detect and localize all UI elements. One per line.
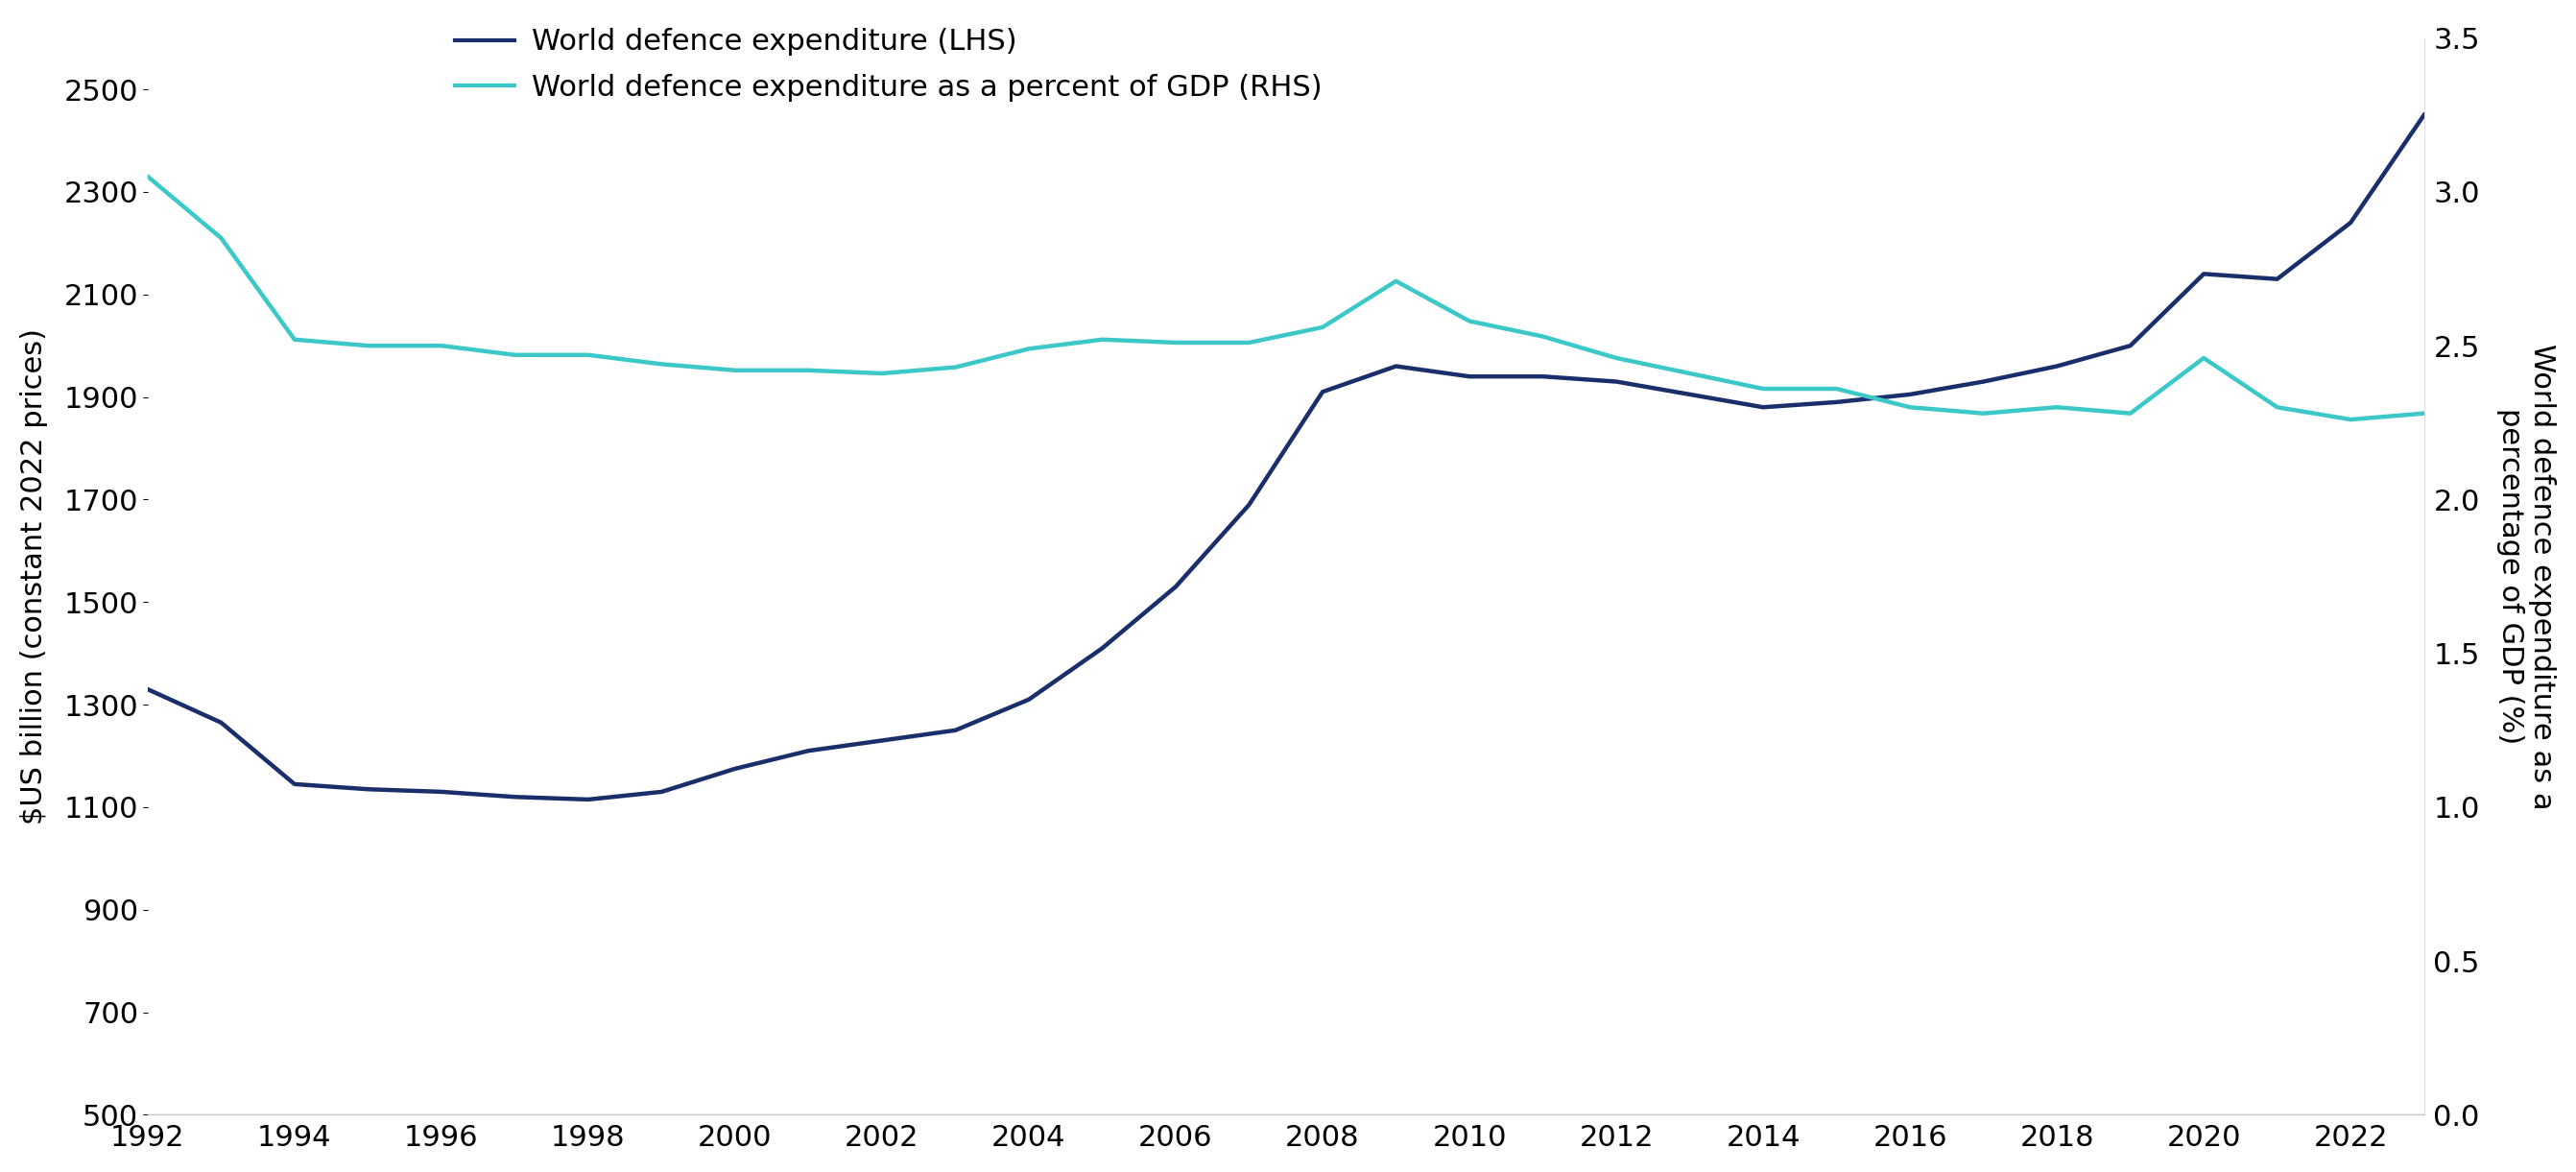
World defence expenditure as a percent of GDP (RHS) bbox=[2115, 407, 2146, 421]
World defence expenditure as a percent of GDP (RHS) bbox=[647, 357, 677, 372]
World defence expenditure as a percent of GDP (RHS) bbox=[793, 363, 824, 377]
World defence expenditure (LHS) bbox=[719, 762, 750, 776]
World defence expenditure (LHS) bbox=[647, 785, 677, 799]
World defence expenditure as a percent of GDP (RHS) bbox=[1528, 329, 1558, 343]
Y-axis label: $US billion (constant 2022 prices): $US billion (constant 2022 prices) bbox=[21, 328, 49, 825]
Line: World defence expenditure as a percent of GDP (RHS): World defence expenditure as a percent o… bbox=[147, 177, 2424, 420]
World defence expenditure as a percent of GDP (RHS) bbox=[1234, 335, 1265, 349]
World defence expenditure as a percent of GDP (RHS) bbox=[2262, 400, 2293, 414]
World defence expenditure (LHS) bbox=[278, 777, 309, 791]
World defence expenditure as a percent of GDP (RHS) bbox=[2336, 413, 2367, 427]
Legend: World defence expenditure (LHS), World defence expenditure as a percent of GDP (: World defence expenditure (LHS), World d… bbox=[443, 16, 1334, 114]
World defence expenditure as a percent of GDP (RHS) bbox=[572, 348, 603, 362]
World defence expenditure as a percent of GDP (RHS) bbox=[1821, 382, 1852, 396]
World defence expenditure (LHS) bbox=[1234, 498, 1265, 512]
World defence expenditure (LHS) bbox=[2040, 359, 2071, 373]
World defence expenditure as a percent of GDP (RHS) bbox=[1087, 333, 1118, 347]
World defence expenditure (LHS) bbox=[1674, 388, 1705, 402]
World defence expenditure (LHS) bbox=[2187, 267, 2218, 281]
World defence expenditure as a percent of GDP (RHS) bbox=[353, 339, 384, 353]
World defence expenditure as a percent of GDP (RHS) bbox=[131, 170, 162, 184]
World defence expenditure (LHS) bbox=[866, 734, 896, 748]
World defence expenditure as a percent of GDP (RHS) bbox=[206, 231, 237, 245]
World defence expenditure (LHS) bbox=[1453, 369, 1484, 383]
World defence expenditure as a percent of GDP (RHS) bbox=[1159, 335, 1190, 349]
World defence expenditure (LHS) bbox=[500, 790, 531, 804]
World defence expenditure as a percent of GDP (RHS) bbox=[500, 348, 531, 362]
World defence expenditure as a percent of GDP (RHS) bbox=[719, 363, 750, 377]
World defence expenditure (LHS) bbox=[425, 785, 456, 799]
World defence expenditure as a percent of GDP (RHS) bbox=[2040, 400, 2071, 414]
World defence expenditure as a percent of GDP (RHS) bbox=[1012, 342, 1043, 356]
World defence expenditure as a percent of GDP (RHS) bbox=[1747, 382, 1777, 396]
World defence expenditure (LHS) bbox=[1821, 395, 1852, 409]
World defence expenditure as a percent of GDP (RHS) bbox=[940, 360, 971, 374]
World defence expenditure as a percent of GDP (RHS) bbox=[1381, 274, 1412, 288]
World defence expenditure (LHS) bbox=[572, 792, 603, 806]
World defence expenditure (LHS) bbox=[1381, 359, 1412, 373]
Line: World defence expenditure (LHS): World defence expenditure (LHS) bbox=[147, 115, 2424, 799]
World defence expenditure as a percent of GDP (RHS) bbox=[1893, 400, 1924, 414]
World defence expenditure as a percent of GDP (RHS) bbox=[1674, 367, 1705, 381]
World defence expenditure (LHS) bbox=[2262, 272, 2293, 286]
World defence expenditure (LHS) bbox=[2409, 108, 2439, 122]
World defence expenditure as a percent of GDP (RHS) bbox=[1968, 407, 1999, 421]
World defence expenditure (LHS) bbox=[2115, 339, 2146, 353]
World defence expenditure (LHS) bbox=[940, 723, 971, 737]
World defence expenditure (LHS) bbox=[1968, 375, 1999, 389]
World defence expenditure (LHS) bbox=[1012, 693, 1043, 707]
World defence expenditure as a percent of GDP (RHS) bbox=[1600, 350, 1631, 364]
World defence expenditure (LHS) bbox=[353, 782, 384, 796]
World defence expenditure as a percent of GDP (RHS) bbox=[425, 339, 456, 353]
World defence expenditure (LHS) bbox=[131, 682, 162, 696]
World defence expenditure (LHS) bbox=[1747, 400, 1777, 414]
World defence expenditure as a percent of GDP (RHS) bbox=[1306, 320, 1337, 334]
World defence expenditure as a percent of GDP (RHS) bbox=[1453, 314, 1484, 328]
World defence expenditure (LHS) bbox=[793, 744, 824, 758]
World defence expenditure (LHS) bbox=[1528, 369, 1558, 383]
World defence expenditure (LHS) bbox=[206, 716, 237, 730]
World defence expenditure (LHS) bbox=[1087, 641, 1118, 655]
World defence expenditure as a percent of GDP (RHS) bbox=[866, 367, 896, 381]
World defence expenditure as a percent of GDP (RHS) bbox=[278, 333, 309, 347]
World defence expenditure (LHS) bbox=[1306, 384, 1337, 398]
World defence expenditure (LHS) bbox=[1600, 375, 1631, 389]
World defence expenditure (LHS) bbox=[2336, 216, 2367, 230]
World defence expenditure as a percent of GDP (RHS) bbox=[2187, 350, 2218, 364]
Y-axis label: World defence expenditure as a
percentage of GDP (%): World defence expenditure as a percentag… bbox=[2496, 343, 2555, 810]
World defence expenditure (LHS) bbox=[1159, 580, 1190, 594]
World defence expenditure as a percent of GDP (RHS) bbox=[2409, 407, 2439, 421]
World defence expenditure (LHS) bbox=[1893, 388, 1924, 402]
